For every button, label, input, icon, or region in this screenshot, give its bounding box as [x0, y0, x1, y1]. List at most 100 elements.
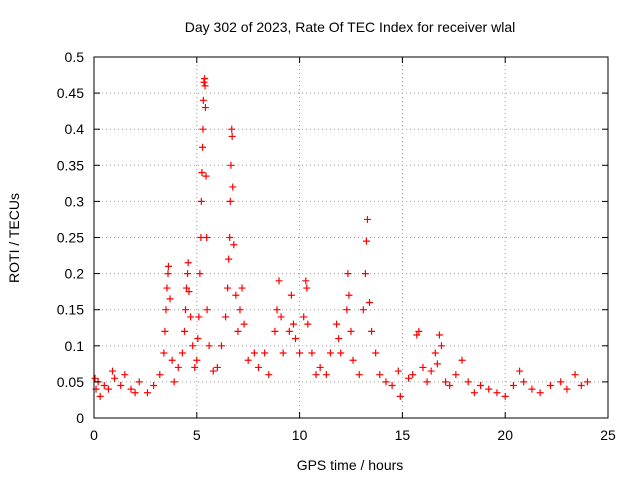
data-point — [160, 349, 168, 357]
data-point — [197, 197, 205, 205]
data-point — [516, 367, 524, 375]
data-point — [236, 306, 244, 314]
y-axis-ticks: 0 0.05 0.1 0.15 0.2 0.25 0.3 0.35 0.4 0.45 0.5 — [57, 49, 608, 426]
data-point — [557, 378, 565, 386]
data-point — [189, 342, 197, 350]
data-point — [234, 327, 242, 335]
data-point — [111, 374, 119, 382]
data-point — [265, 371, 273, 379]
data-point — [345, 291, 353, 299]
data-point — [181, 306, 189, 314]
data-point — [150, 382, 158, 390]
y-tick-label: 0.35 — [57, 157, 84, 173]
y-tick-label: 0.2 — [65, 266, 85, 282]
data-point — [577, 382, 585, 390]
data-point — [201, 82, 209, 90]
y-tick-label: 0.1 — [65, 338, 85, 354]
data-point — [196, 270, 204, 278]
data-point — [433, 360, 441, 368]
data-point — [394, 367, 402, 375]
data-point — [201, 104, 209, 112]
y-tick-label: 0.25 — [57, 230, 84, 246]
data-point — [470, 389, 478, 397]
data-point — [199, 96, 207, 104]
y-tick-label: 0.5 — [65, 49, 85, 65]
x-axis-ticks: 0 5 10 15 20 25 — [90, 57, 616, 443]
data-point — [244, 356, 252, 364]
data-point — [230, 241, 238, 249]
data-point — [326, 349, 334, 357]
data-point — [200, 78, 208, 86]
data-point — [363, 215, 371, 223]
x-tick-label: 20 — [497, 427, 513, 443]
data-point — [178, 349, 186, 357]
data-point — [308, 349, 316, 357]
data-point — [184, 270, 192, 278]
data-point — [291, 335, 299, 343]
data-point — [224, 284, 232, 292]
data-point — [355, 371, 363, 379]
data-point — [485, 385, 493, 393]
data-point — [91, 374, 99, 382]
data-point — [229, 183, 237, 191]
data-point — [405, 374, 413, 382]
data-point — [285, 327, 293, 335]
data-point — [362, 237, 370, 245]
data-point — [240, 320, 248, 328]
x-tick-label: 5 — [193, 427, 201, 443]
chart-title: Day 302 of 2023, Rate Of TEC Index for r… — [185, 19, 515, 35]
y-tick-label: 0.3 — [65, 193, 85, 209]
data-point — [275, 277, 283, 285]
data-point — [347, 327, 355, 335]
data-point — [431, 349, 439, 357]
data-point — [464, 378, 472, 386]
data-point — [528, 385, 536, 393]
data-point — [343, 306, 351, 314]
x-tick-label: 25 — [600, 427, 616, 443]
data-point — [205, 342, 213, 350]
data-point — [201, 75, 209, 83]
data-point — [359, 306, 367, 314]
data-point — [366, 298, 374, 306]
data-point — [199, 143, 207, 151]
x-tick-label: 0 — [90, 427, 98, 443]
data-point — [302, 277, 310, 285]
data-point — [222, 313, 230, 321]
y-axis-label: ROTI / TECUs — [6, 193, 22, 283]
data-point — [191, 363, 199, 371]
data-point — [300, 313, 308, 321]
data-point — [170, 378, 178, 386]
data-point — [349, 356, 357, 364]
data-point — [396, 392, 404, 400]
data-point — [368, 327, 376, 335]
data-point — [162, 306, 170, 314]
data-point — [198, 169, 206, 177]
data-point — [435, 331, 443, 339]
data-point — [493, 389, 501, 397]
data-point — [194, 335, 202, 343]
data-point — [143, 389, 151, 397]
data-point — [199, 125, 207, 133]
data-point — [127, 385, 135, 393]
data-point — [413, 331, 421, 339]
data-point — [163, 284, 171, 292]
data-point — [209, 367, 217, 375]
data-point — [452, 371, 460, 379]
data-point — [184, 259, 192, 267]
data-point — [156, 371, 164, 379]
data-point — [225, 255, 233, 263]
data-point — [442, 378, 450, 386]
data-point — [289, 320, 297, 328]
data-point — [238, 284, 246, 292]
data-point — [546, 382, 554, 390]
data-point — [361, 270, 369, 278]
data-point — [279, 349, 287, 357]
data-point — [427, 367, 435, 375]
data-point — [161, 327, 169, 335]
data-point — [193, 356, 201, 364]
data-point — [376, 371, 384, 379]
y-tick-label: 0.45 — [57, 85, 84, 101]
data-point — [109, 367, 117, 375]
x-axis-label: GPS time / hours — [297, 457, 404, 473]
